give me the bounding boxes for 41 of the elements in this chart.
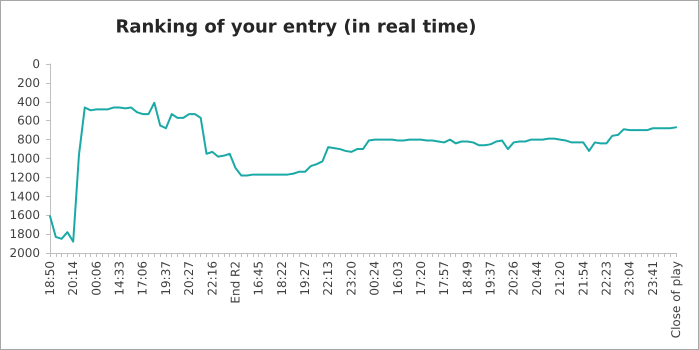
y-tick-label: 200 (17, 76, 40, 90)
y-tick-label: 600 (17, 114, 40, 128)
x-tick-label: 20:26 (506, 261, 521, 296)
y-tick-label: 400 (17, 94, 40, 109)
y-tick-label: 1400 (9, 189, 40, 204)
y-tick-label: 800 (17, 132, 40, 147)
x-tick-label: 20:44 (530, 261, 544, 296)
x-tick-label: 22:16 (205, 261, 220, 296)
x-tick-label: 14:33 (112, 261, 127, 296)
x-tick-label: 23:20 (344, 261, 358, 296)
y-tick-label: 1600 (9, 208, 40, 222)
x-tick-label: 18:49 (460, 261, 474, 296)
x-tick-label: 19:27 (298, 261, 312, 296)
chart-title: Ranking of your entry (in real time) (115, 16, 477, 38)
x-tick-label: 22:13 (321, 261, 336, 296)
x-tick-label: 22:23 (599, 261, 614, 296)
x-tick-label: 18:22 (274, 261, 289, 296)
x-tick-label: 19:37 (484, 261, 498, 296)
x-tick-label: 23:04 (622, 261, 637, 296)
x-tick-label: 16:45 (252, 261, 266, 296)
x-tick-label: End R2 (228, 261, 242, 304)
y-tick-label: 1000 (9, 152, 40, 166)
y-tick-label: 1800 (9, 227, 40, 242)
x-tick-label: 17:20 (414, 261, 428, 296)
x-tick-label: 21:20 (553, 261, 568, 296)
y-tick-label: 0 (32, 57, 40, 71)
x-tick-label: 23:41 (646, 261, 660, 296)
x-tick-label: Close of play (669, 261, 683, 338)
x-tick-label: 18:50 (43, 261, 57, 296)
x-tick-label: 21:54 (576, 261, 590, 296)
y-tick-label: 1200 (9, 170, 40, 184)
x-tick-label: 20:14 (66, 261, 80, 296)
x-tick-label: 19:37 (158, 261, 173, 296)
x-tick-label: 17:57 (437, 261, 452, 296)
x-tick-label: 16:03 (390, 261, 405, 296)
y-tick-label: 2000 (9, 246, 40, 260)
x-tick-label: 00:06 (89, 261, 104, 296)
x-tick-label: 17:06 (136, 261, 150, 296)
x-tick-label: 00:24 (368, 261, 382, 296)
line-series (49, 102, 677, 243)
x-tick-label: 20:27 (182, 261, 196, 296)
